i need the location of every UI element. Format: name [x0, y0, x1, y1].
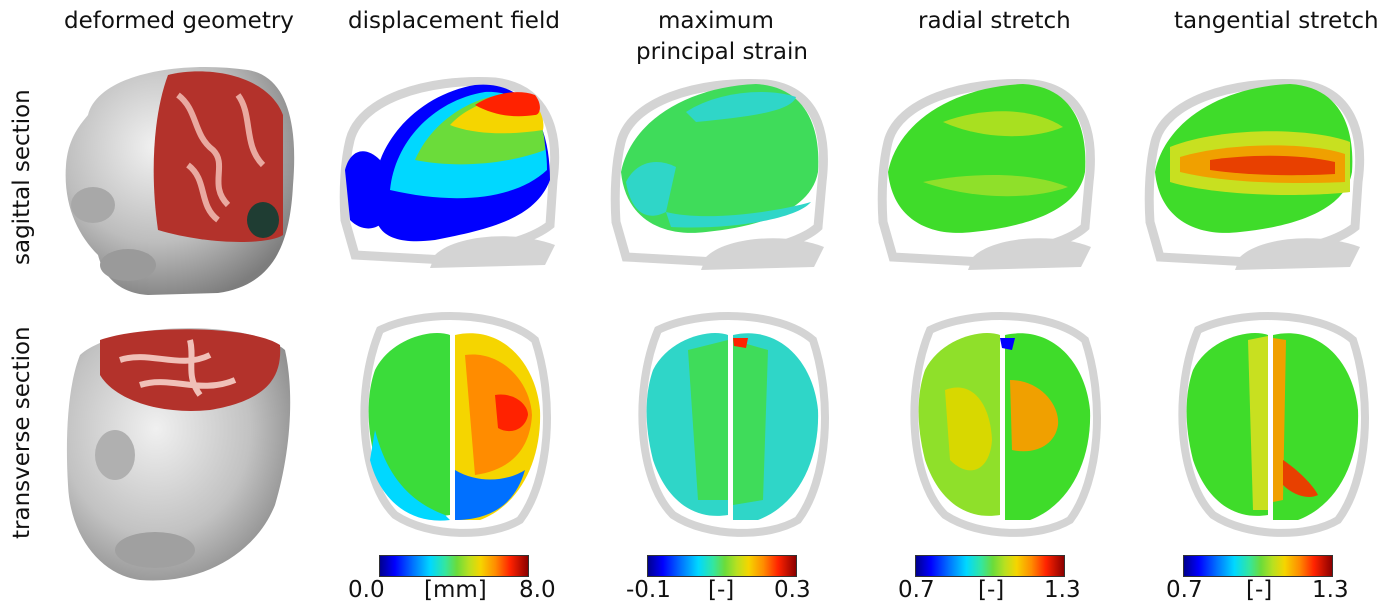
- colorbar-strain-unit-label: [-]: [708, 577, 735, 603]
- colorbar-tangential-unit-label: [-]: [1246, 577, 1273, 603]
- max-principal-strain-transverse-plot: [638, 312, 829, 537]
- colorbar-displacement-min-label: 0.0: [348, 577, 385, 603]
- max-principal-strain-sagittal-plot: [610, 79, 828, 270]
- colorbar-tangential-max-label: 1.3: [1312, 577, 1349, 603]
- radial-stretch-transverse-plot: [910, 312, 1101, 537]
- column-title-radial-stretch: radial stretch: [918, 8, 1071, 34]
- colorbar-tangential-min-label: 0.7: [1166, 577, 1203, 603]
- deformed-geometry-transverse-image: [66, 328, 291, 581]
- tangential-stretch-transverse-plot: [1178, 312, 1369, 537]
- column-title-tangential-stretch: tangential stretch: [1174, 8, 1379, 34]
- colorbar-displacement-max-label: 8.0: [519, 577, 556, 603]
- displacement-field-sagittal-plot: [339, 77, 560, 268]
- colorbar-strain-max-label: 0.3: [774, 577, 811, 603]
- colorbar-radial-unit-label: [-]: [978, 577, 1005, 603]
- tangential-stretch-sagittal-plot: [1144, 79, 1365, 270]
- colorbar-displacement: [379, 555, 529, 577]
- colorbar-displacement-unit-label: [mm]: [424, 577, 487, 603]
- colorbar-radial-max-label: 1.3: [1044, 577, 1081, 603]
- colorbar-strain: [647, 555, 797, 577]
- column-title-maximum: maximum: [658, 8, 774, 34]
- colorbar-radial: [915, 555, 1065, 577]
- deformed-geometry-sagittal-image: [65, 67, 295, 295]
- column-title-deformed-geometry: deformed geometry: [64, 8, 294, 34]
- row-title-sagittal-section: sagittal section: [9, 89, 35, 265]
- column-title-displacement-field: displacement field: [348, 8, 560, 34]
- radial-stretch-sagittal-plot: [877, 79, 1095, 270]
- displacement-field-transverse-plot: [360, 312, 551, 537]
- column-title-principal-strain: principal strain: [636, 39, 808, 65]
- colorbar-tangential: [1183, 555, 1333, 577]
- colorbar-radial-min-label: 0.7: [898, 577, 935, 603]
- colorbar-strain-min-label: -0.1: [626, 577, 671, 603]
- row-title-transverse-section: transverse section: [9, 326, 35, 539]
